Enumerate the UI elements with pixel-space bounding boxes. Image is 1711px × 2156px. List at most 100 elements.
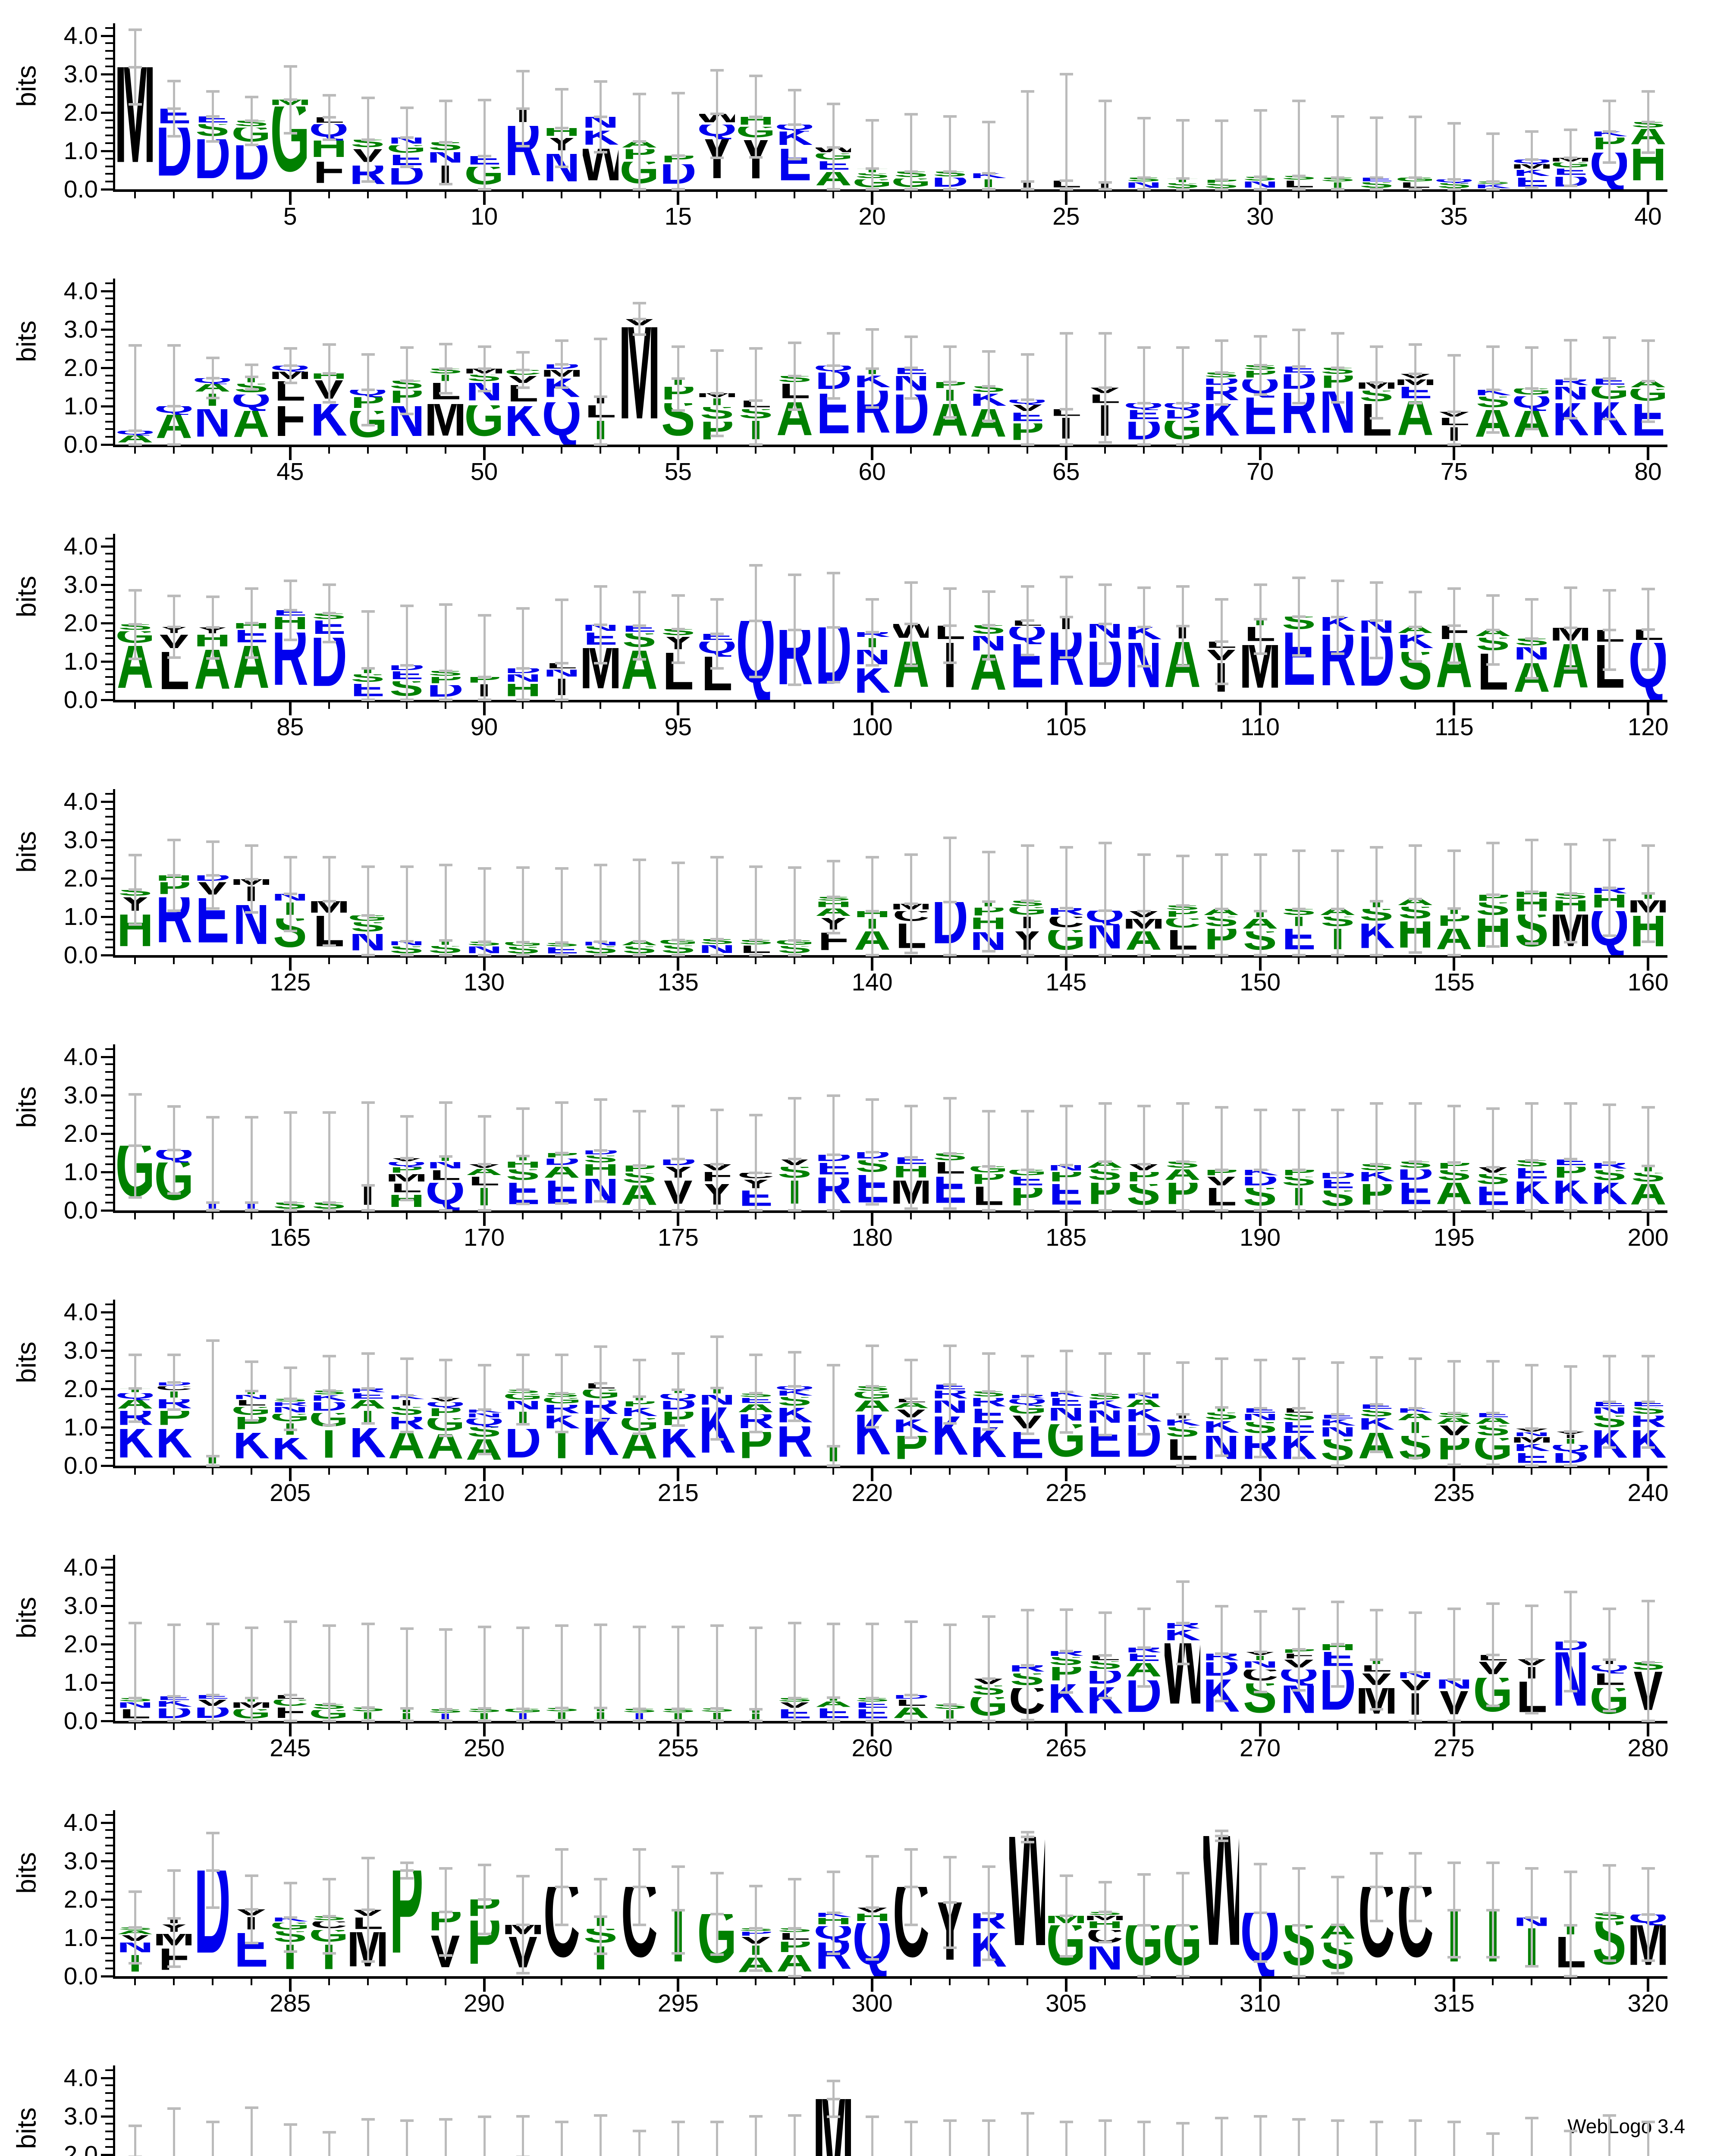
error-bar-cap — [1098, 583, 1112, 586]
error-bar-cap — [672, 628, 685, 631]
y-tick-major — [101, 2077, 113, 2079]
x-tick-minor — [1414, 1979, 1416, 1985]
x-tick-minor — [638, 1724, 640, 1730]
error-bar-cap — [1409, 1357, 1422, 1360]
error-bar-cap — [1409, 343, 1422, 346]
error-bar-cap — [866, 328, 879, 331]
error-bar-cap — [1603, 628, 1617, 631]
error-bar-cap — [1525, 387, 1539, 390]
x-tick-minor — [910, 447, 912, 454]
error-bar-cap — [1215, 371, 1228, 374]
error-bar — [1375, 2122, 1378, 2156]
error-bar — [1065, 1106, 1067, 1210]
error-bar — [1492, 133, 1494, 189]
error-bar — [1220, 2118, 1223, 2156]
error-bar — [987, 122, 990, 189]
error-bar — [910, 2122, 912, 2156]
error-bar — [444, 2119, 447, 2156]
error-bar — [1259, 110, 1262, 189]
error-bar-cap — [400, 940, 414, 943]
error-bar — [367, 2119, 369, 2156]
error-bar-cap — [904, 951, 918, 954]
error-bar-cap — [1098, 1160, 1112, 1163]
x-tick-label: 50 — [470, 458, 498, 486]
error-bar-cap — [594, 337, 608, 340]
error-bar-cap — [1370, 1919, 1384, 1922]
error-bar-cap — [1409, 1852, 1422, 1855]
x-tick-label: 275 — [1433, 1734, 1475, 1762]
y-tick-major — [101, 1975, 113, 1977]
error-bar-cap — [1020, 619, 1034, 622]
error-bar — [794, 1623, 796, 1721]
error-bar-cap — [943, 170, 957, 173]
error-bar-cap — [477, 1625, 491, 1628]
error-bar-cap — [1642, 121, 1655, 124]
error-bar-cap — [594, 624, 608, 627]
error-bar-cap — [1137, 664, 1151, 667]
x-tick-minor — [1492, 1468, 1494, 1475]
error-bar — [1375, 118, 1378, 189]
logo-stack: MV — [622, 319, 657, 445]
x-tick-minor — [755, 1724, 757, 1730]
error-bar-cap — [982, 624, 995, 627]
error-bar-cap — [1253, 109, 1267, 112]
x-tick-minor — [1570, 1468, 1572, 1475]
x-tick-minor — [1608, 958, 1611, 964]
error-bar-cap — [128, 589, 142, 592]
x-tick-label: 200 — [1627, 1224, 1669, 1251]
error-bar-cap — [672, 154, 685, 157]
error-bar — [328, 2132, 330, 2156]
y-tick-label: 0.0 — [63, 686, 98, 714]
error-bar-cap — [943, 1901, 957, 1904]
error-bar — [522, 2116, 524, 2156]
y-tick-minor — [105, 1597, 113, 1599]
error-bar-cap — [245, 1874, 258, 1877]
error-bar-cap — [1370, 1708, 1384, 1711]
error-bar-cap — [361, 1908, 375, 1911]
error-bar-cap — [1486, 663, 1500, 666]
error-bar-cap — [1370, 900, 1384, 903]
logo-letter: Q — [544, 402, 580, 445]
x-tick-minor — [987, 1724, 989, 1730]
x-tick-minor — [522, 958, 524, 964]
y-tick-major — [101, 1898, 113, 1901]
error-bar-cap — [439, 141, 452, 144]
error-bar-cap — [1525, 1464, 1539, 1467]
y-tick-major — [101, 545, 113, 548]
error-bar-cap — [1603, 887, 1617, 890]
error-bar — [367, 1103, 369, 1210]
error-bar-cap — [1098, 181, 1112, 184]
x-tick-minor — [328, 192, 330, 198]
y-tick-minor — [105, 1829, 113, 1831]
error-bar-cap — [1525, 598, 1539, 601]
error-bar-cap — [904, 1848, 918, 1851]
error-bar — [1492, 2133, 1494, 2156]
x-tick-minor — [948, 1468, 951, 1475]
error-bar-cap — [1331, 1642, 1345, 1645]
error-bar-cap — [1020, 585, 1034, 588]
x-tick-minor — [1570, 1724, 1572, 1730]
x-tick-minor — [1220, 192, 1222, 198]
x-tick-minor — [1414, 192, 1416, 198]
x-tick-minor — [1375, 1724, 1378, 1730]
error-bar — [794, 1098, 796, 1210]
x-tick-minor — [948, 447, 951, 454]
error-bar-cap — [1215, 640, 1228, 643]
y-tick-minor — [105, 1890, 113, 1893]
error-bar-cap — [322, 1915, 336, 1918]
x-tick-minor — [1143, 702, 1145, 709]
error-bar-cap — [1176, 1975, 1190, 1977]
error-bar-cap — [1603, 668, 1617, 671]
error-bar-cap — [827, 1445, 841, 1448]
error-bar-cap — [477, 940, 491, 943]
error-bar-cap — [633, 1848, 647, 1851]
error-bar-cap — [1564, 378, 1578, 381]
y-tick-minor — [105, 637, 113, 639]
y-tick-minor — [105, 1589, 113, 1591]
error-bar-cap — [1409, 660, 1422, 663]
error-bar-cap — [1137, 346, 1151, 349]
error-bar-cap — [1215, 1605, 1228, 1608]
error-bar-cap — [1292, 1607, 1306, 1610]
error-bar-cap — [400, 1198, 414, 1201]
x-tick-minor — [1181, 1724, 1184, 1730]
